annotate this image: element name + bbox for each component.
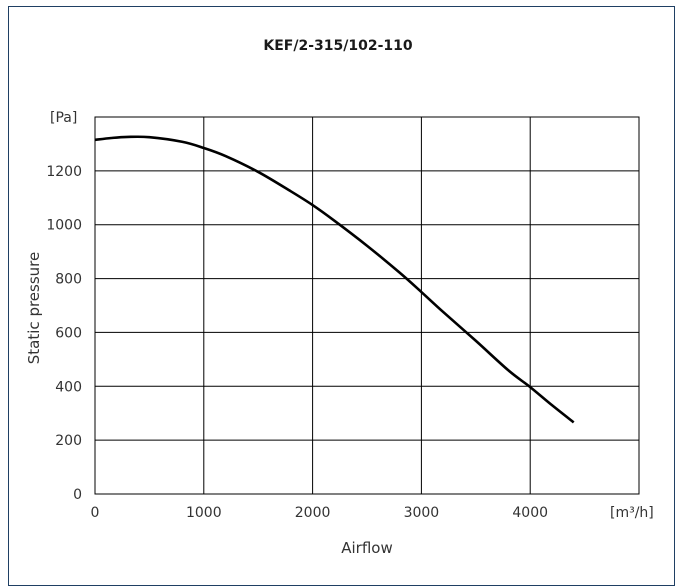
series-line — [94, 135, 575, 424]
x-tick-label: 4000 — [512, 505, 548, 521]
x-tick-label: 1000 — [186, 505, 222, 521]
y-tick-label: 0 — [73, 487, 82, 503]
chart: KEF/2-315/102-110 0 1000 2000 3000 4000 0 200 4… — [25, 38, 654, 557]
x-tick-label: 0 — [91, 505, 100, 521]
y-tick-label: 1000 — [46, 218, 82, 234]
y-tick-label: 600 — [55, 325, 82, 341]
x-axis-label: Airflow — [341, 539, 393, 557]
y-tick-label: 200 — [55, 433, 82, 449]
y-tick-label: 800 — [55, 272, 82, 288]
y-tick-label: 1200 — [46, 164, 82, 180]
y-unit-label: [Pa] — [50, 110, 77, 126]
grid — [94, 116, 640, 495]
tick-labels: 0 1000 2000 3000 4000 0 200 400 600 800 1000 1200 — [46, 164, 548, 521]
y-axis-label: Static pressure — [25, 252, 43, 364]
series-group — [94, 135, 575, 424]
y-tick-label: 400 — [55, 379, 82, 395]
x-tick-label: 3000 — [404, 505, 440, 521]
chart-frame — [8, 6, 675, 586]
chart-title: KEF/2-315/102-110 — [263, 38, 412, 54]
x-unit-label: [m³/h] — [610, 505, 654, 521]
plot-area-border — [94, 116, 640, 495]
x-tick-label: 2000 — [295, 505, 331, 521]
